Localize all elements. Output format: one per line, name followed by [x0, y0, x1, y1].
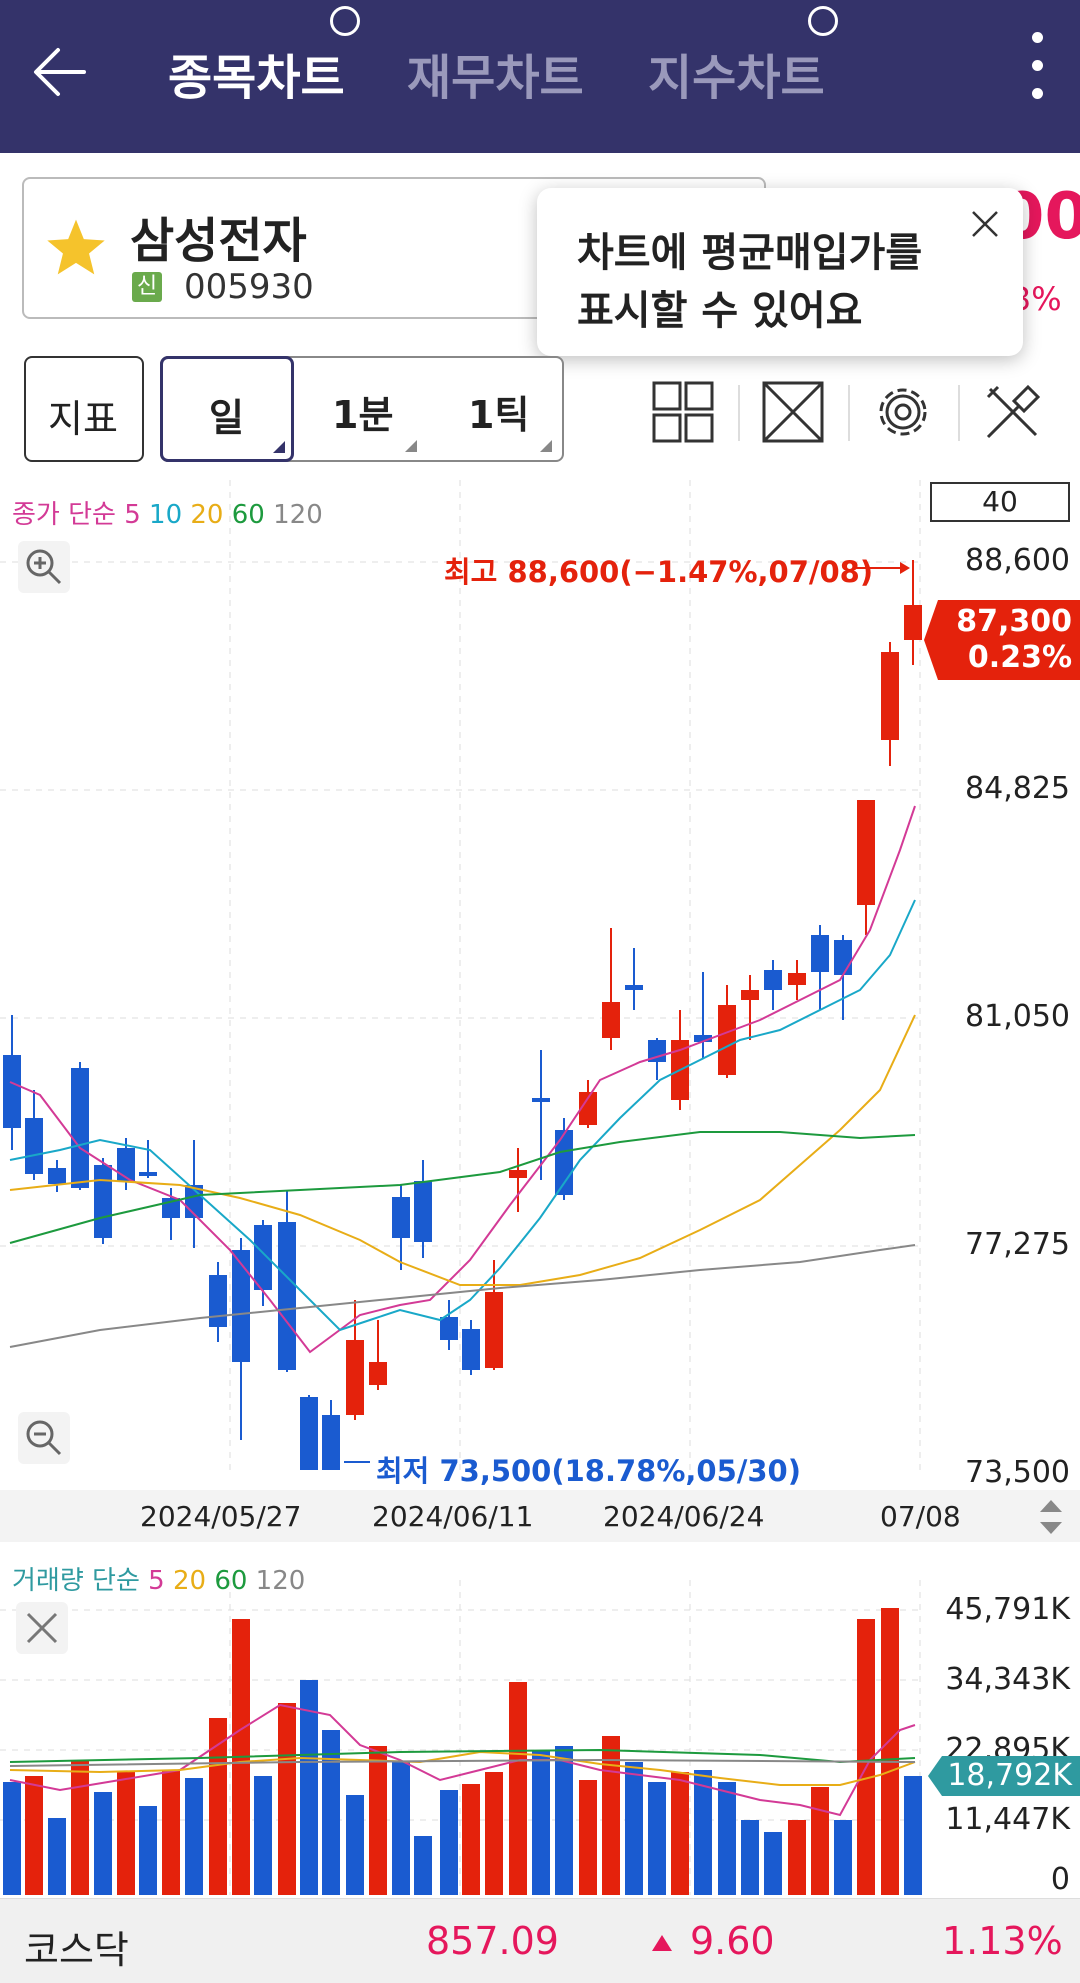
volume-legend-label: 거래량 단순: [12, 1566, 140, 1596]
indicator-label: 지표: [48, 397, 118, 441]
price-legend: 종가 단순 5 10 20 60 120: [12, 494, 323, 531]
index-name: 코스닥: [24, 1928, 129, 1972]
resize-handle-icon[interactable]: [1036, 1496, 1066, 1538]
up-triangle-icon: [652, 1935, 672, 1951]
current-volume-tag: 18,792K: [928, 1756, 1080, 1796]
volume-axis-label: 34,343K: [945, 1662, 1070, 1697]
tab-stock-chart[interactable]: 종목차트: [168, 50, 345, 106]
date-label: 2024/05/27: [140, 1500, 302, 1533]
vma60-legend: 60: [214, 1566, 248, 1596]
tools-icon[interactable]: [978, 377, 1048, 447]
volume-legend: 거래량 단순 5 20 60 120: [12, 1560, 305, 1597]
candle-count-box[interactable]: 40: [930, 482, 1070, 522]
ma5-legend: 5: [124, 500, 141, 530]
close-volume-icon[interactable]: [16, 1602, 68, 1654]
toolbar-divider: [958, 385, 960, 441]
zoom-in-icon[interactable]: [18, 541, 70, 593]
ma60-legend: 60: [231, 500, 265, 530]
stock-code: 005930: [184, 267, 314, 307]
y-axis-label: 88,600: [965, 543, 1070, 578]
y-axis-label: 73,500: [965, 1455, 1070, 1490]
y-axis-label: 77,275: [965, 1227, 1070, 1262]
zoom-out-icon[interactable]: [18, 1412, 70, 1464]
current-price-tag: 87,300 0.23%: [924, 600, 1080, 680]
price-chart-area[interactable]: [0, 476, 1080, 1490]
volume-axis-label: 0: [1050, 1862, 1070, 1897]
toolbar-divider: [848, 385, 850, 441]
low-price-label: 최저 73,500(18.78%,05/30): [376, 1454, 801, 1488]
period-day-button[interactable]: 일: [160, 356, 294, 462]
period-1tick-button[interactable]: 1틱: [468, 384, 529, 439]
ma20-legend: 20: [190, 500, 224, 530]
ma10-legend: 10: [149, 500, 183, 530]
current-volume-value: 18,792K: [947, 1758, 1072, 1793]
credit-badge: 신: [132, 272, 162, 302]
y-axis-label: 84,825: [965, 771, 1070, 806]
fullscreen-icon[interactable]: [758, 377, 828, 447]
period-day-label: 일: [209, 396, 244, 440]
dropdown-corner-icon: [540, 440, 552, 452]
current-price-pct: 0.23%: [967, 640, 1072, 675]
close-icon[interactable]: [967, 206, 1003, 242]
tab-badge-icon: [808, 6, 838, 36]
tab-index-chart[interactable]: 지수차트: [648, 50, 825, 106]
tooltip-line-2: 표시할 수 있어요: [577, 288, 863, 334]
back-arrow-icon[interactable]: [28, 40, 92, 104]
date-label: 2024/06/11: [372, 1500, 534, 1533]
volume-axis-label: 11,447K: [945, 1802, 1070, 1837]
stock-name: 삼성전자: [130, 213, 307, 269]
vma5-legend: 5: [148, 1566, 165, 1596]
toolbar-divider: [738, 385, 740, 441]
avg-price-tooltip: 차트에 평균매입가를 표시할 수 있어요: [537, 188, 1023, 356]
index-change-pct: 1.13%: [942, 1919, 1063, 1963]
date-label: 07/08: [880, 1500, 961, 1533]
period-1min-button[interactable]: 1분: [332, 384, 393, 439]
tab-badge-icon: [330, 6, 360, 36]
dropdown-corner-icon: [273, 441, 285, 453]
tab-financial-chart[interactable]: 재무차트: [407, 50, 584, 106]
high-price-label: 최고 88,600(−1.47%,07/08): [444, 555, 874, 589]
price-legend-label: 종가 단순: [12, 500, 116, 530]
ma120-legend: 120: [273, 500, 323, 530]
period-1tick-label: 1틱: [468, 393, 530, 437]
vma20-legend: 20: [172, 1566, 207, 1596]
grid-layout-icon[interactable]: [648, 377, 718, 447]
volume-axis-label: 45,791K: [945, 1592, 1070, 1627]
vma120-legend: 120: [255, 1566, 306, 1596]
current-price-value: 87,300: [956, 604, 1072, 639]
index-ticker-bar[interactable]: 코스닥 857.09 9.60 1.13%: [0, 1898, 1080, 1983]
index-change: 9.60: [690, 1919, 775, 1963]
index-value: 857.09: [426, 1919, 559, 1963]
indicator-button[interactable]: 지표: [24, 356, 144, 462]
favorite-star-icon[interactable]: [44, 217, 108, 277]
date-label: 2024/06/24: [603, 1500, 765, 1533]
tooltip-line-1: 차트에 평균매입가를: [577, 230, 923, 276]
more-menu-icon[interactable]: [1022, 32, 1052, 112]
top-bar: 종목차트 재무차트 지수차트: [0, 0, 1080, 153]
y-axis-label: 81,050: [965, 999, 1070, 1034]
date-axis: [0, 1490, 1080, 1542]
dropdown-corner-icon: [405, 440, 417, 452]
toolbar: [0, 300, 1080, 301]
period-1min-label: 1분: [332, 393, 394, 437]
settings-gear-icon[interactable]: [868, 377, 938, 447]
